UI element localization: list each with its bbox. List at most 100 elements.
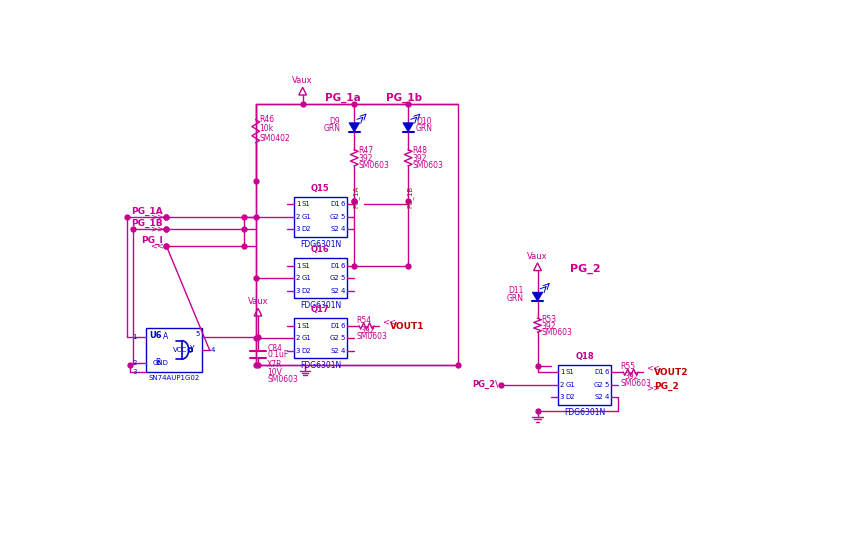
Text: PG_1A: PG_1A: [353, 186, 360, 208]
Text: Y: Y: [190, 345, 194, 355]
Text: D11: D11: [508, 286, 524, 295]
Text: FDG6301N: FDG6301N: [564, 408, 605, 416]
Text: D2: D2: [301, 226, 310, 232]
Text: 3: 3: [133, 369, 137, 375]
Text: Q18: Q18: [575, 352, 594, 361]
Text: Q16: Q16: [311, 246, 330, 254]
Text: FDG6301N: FDG6301N: [299, 301, 341, 310]
Text: 4: 4: [341, 288, 345, 294]
Text: 4: 4: [211, 347, 216, 353]
Text: R54: R54: [356, 316, 371, 325]
Text: D2: D2: [565, 394, 575, 400]
Text: PG_1A: PG_1A: [131, 207, 162, 216]
Text: G1: G1: [301, 275, 311, 281]
Text: X7R: X7R: [267, 360, 283, 369]
Text: R47: R47: [358, 146, 373, 155]
Text: GND: GND: [152, 360, 168, 366]
Text: 3: 3: [296, 288, 300, 294]
Text: G2: G2: [330, 214, 339, 220]
Text: D1: D1: [330, 201, 339, 207]
Text: SM0603: SM0603: [621, 379, 651, 387]
Text: D1: D1: [330, 323, 339, 329]
Text: D1: D1: [330, 263, 339, 269]
Text: S2: S2: [331, 288, 339, 294]
Text: 392: 392: [541, 322, 556, 330]
Text: G2: G2: [330, 275, 339, 281]
Text: VCC: VCC: [173, 347, 187, 353]
Text: S2: S2: [331, 226, 339, 232]
Text: PG_1b: PG_1b: [387, 93, 422, 103]
Text: 1: 1: [296, 201, 300, 207]
Bar: [146, 328, 202, 372]
Text: S2: S2: [595, 394, 604, 400]
Text: D2: D2: [301, 347, 310, 353]
Bar: [294, 318, 347, 358]
Text: 6: 6: [341, 263, 345, 269]
Text: R48: R48: [412, 146, 427, 155]
Text: 3: 3: [296, 226, 300, 232]
Text: 2: 2: [560, 381, 564, 387]
Text: 2: 2: [296, 335, 300, 341]
Text: 5: 5: [341, 275, 345, 281]
Text: S2: S2: [331, 347, 339, 353]
Text: 4: 4: [605, 394, 609, 400]
Text: D10: D10: [416, 117, 431, 125]
Text: PG_1B: PG_1B: [131, 219, 162, 228]
Text: 1: 1: [296, 323, 300, 329]
Text: R46: R46: [260, 115, 275, 124]
Text: D1: D1: [594, 369, 604, 375]
Text: 2: 2: [296, 214, 300, 220]
Text: Vaux: Vaux: [248, 297, 268, 306]
Text: 2: 2: [133, 360, 137, 366]
Text: 0.1uF: 0.1uF: [267, 350, 288, 359]
Text: PG_2: PG_2: [570, 264, 601, 274]
Text: GRN: GRN: [416, 124, 433, 133]
Polygon shape: [349, 123, 360, 132]
Text: VOUT2: VOUT2: [654, 368, 689, 376]
Text: S1: S1: [301, 201, 310, 207]
Text: 4: 4: [341, 226, 345, 232]
Text: <<: <<: [646, 364, 660, 373]
Text: 4: 4: [341, 347, 345, 353]
Text: S1: S1: [301, 263, 310, 269]
Text: 10k: 10k: [260, 124, 273, 133]
Text: <<: <<: [150, 242, 164, 250]
Text: SN74AUP1G02: SN74AUP1G02: [148, 375, 200, 381]
Text: B: B: [156, 358, 161, 368]
Text: FDG6301N: FDG6301N: [299, 240, 341, 249]
Text: D9: D9: [330, 117, 340, 125]
Text: S1: S1: [301, 323, 310, 329]
Text: 6: 6: [341, 323, 345, 329]
Bar: [558, 364, 611, 404]
Text: R55: R55: [620, 362, 635, 372]
Text: >>: >>: [150, 225, 164, 233]
Text: Vaux: Vaux: [293, 76, 313, 85]
Text: >>: >>: [646, 384, 660, 393]
Text: VOUT1: VOUT1: [390, 322, 424, 330]
Text: SM0603: SM0603: [267, 375, 298, 384]
Text: D2: D2: [301, 288, 310, 294]
Text: PG_1B: PG_1B: [406, 186, 413, 208]
Text: 1: 1: [133, 334, 137, 340]
Text: 392: 392: [360, 326, 375, 335]
Polygon shape: [532, 292, 543, 301]
Text: 392: 392: [358, 153, 372, 163]
Text: PG_2: PG_2: [654, 381, 678, 391]
Text: Q17: Q17: [311, 305, 330, 315]
Text: 5: 5: [196, 330, 201, 336]
Text: 5: 5: [341, 214, 345, 220]
Text: G2: G2: [330, 335, 339, 341]
Text: PG_1a: PG_1a: [325, 93, 360, 103]
Text: SM0603: SM0603: [358, 161, 389, 170]
Text: U6: U6: [150, 330, 162, 340]
Text: R53: R53: [541, 315, 557, 324]
Text: 3: 3: [296, 347, 300, 353]
Text: 5: 5: [605, 381, 609, 387]
Text: <<: <<: [382, 318, 396, 327]
Bar: [294, 258, 347, 298]
Text: 6: 6: [341, 201, 345, 207]
Text: 2: 2: [296, 275, 300, 281]
Text: Q15: Q15: [311, 184, 330, 193]
Text: A: A: [163, 332, 168, 341]
Text: G1: G1: [301, 335, 311, 341]
